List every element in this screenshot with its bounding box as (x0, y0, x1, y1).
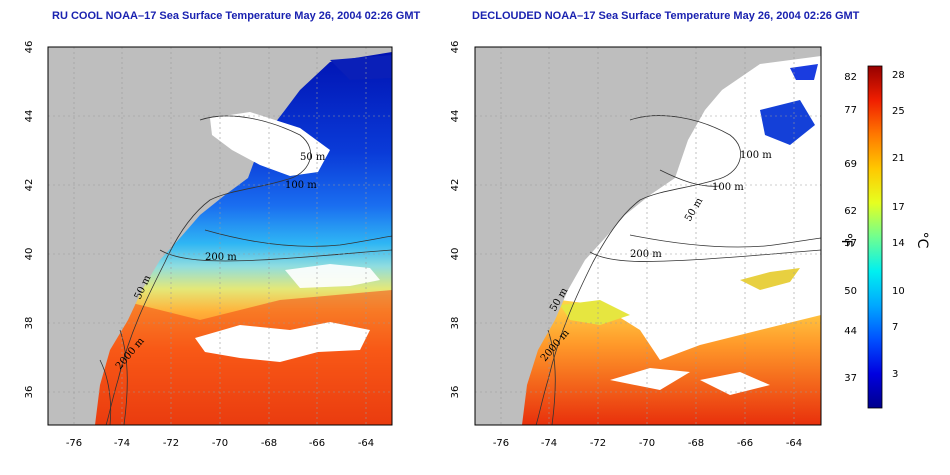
left-cloud (195, 322, 370, 362)
right-shelf-water (560, 300, 630, 325)
lon-tick: -66 (737, 438, 753, 449)
right-map-frame (474, 46, 822, 426)
lon-tick: -76 (66, 438, 82, 449)
right-map-title: DECLOUDED NOAA–17 Sea Surface Temperatur… (472, 10, 860, 22)
right-cold-water (760, 100, 815, 145)
lon-tick: -74 (541, 438, 557, 449)
lat-tick: 38 (24, 317, 35, 330)
contour-label: 200 m (205, 252, 237, 263)
celsius-unit-label: °C (914, 232, 930, 249)
lon-tick: -68 (688, 438, 704, 449)
left-cloud (285, 264, 380, 288)
right-lon-axis: -76 -74 -72 -70 -68 -66 -64 (493, 438, 802, 449)
right-warm-water (510, 300, 821, 425)
lat-tick: 46 (24, 41, 35, 54)
fahrenheit-tick: 77 (844, 105, 857, 116)
lat-tick: 42 (450, 179, 461, 192)
lat-tick: 46 (450, 41, 461, 54)
celsius-tick: 17 (892, 202, 905, 213)
contour-label: 100 m (740, 150, 772, 161)
right-map-panel (475, 47, 821, 425)
lon-tick: -64 (358, 438, 374, 449)
lon-tick: -74 (114, 438, 130, 449)
lat-tick: 40 (24, 248, 35, 261)
fahrenheit-tick: 82 (844, 72, 857, 83)
lat-tick: 44 (24, 110, 35, 123)
fahrenheit-tick: 37 (844, 373, 857, 384)
fahrenheit-unit-label: °F (838, 232, 854, 247)
lat-tick: 40 (450, 248, 461, 261)
right-grid (475, 47, 821, 425)
right-patch (740, 268, 800, 290)
lon-tick: -64 (786, 438, 802, 449)
left-cloud (210, 112, 330, 176)
celsius-tick: 14 (892, 238, 905, 249)
right-bathymetry (535, 115, 821, 425)
color-bar: 82 77 69 62 57 50 44 37 28 25 21 17 14 1… (838, 65, 930, 409)
fahrenheit-scale: 82 77 69 62 57 50 44 37 (844, 72, 857, 384)
lat-tick: 36 (24, 386, 35, 399)
celsius-tick: 10 (892, 286, 905, 297)
lon-tick: -70 (639, 438, 655, 449)
contour-label: 200 m (630, 249, 662, 260)
color-bar-gradient (867, 65, 883, 409)
left-bathymetry (99, 115, 392, 425)
fahrenheit-tick: 57 (844, 238, 857, 249)
right-land (475, 47, 821, 425)
left-cold-water (330, 55, 392, 80)
celsius-tick: 21 (892, 153, 905, 164)
right-cloud (610, 368, 690, 390)
lon-tick: -72 (590, 438, 606, 449)
contour-label: 100 m (712, 182, 744, 193)
celsius-tick: 25 (892, 106, 905, 117)
celsius-scale: 28 25 21 17 14 10 7 3 (892, 70, 905, 380)
right-lat-axis: 46 44 42 40 38 36 (450, 41, 461, 399)
fahrenheit-tick: 69 (844, 159, 857, 170)
fahrenheit-tick: 44 (844, 326, 857, 337)
lat-tick: 36 (450, 386, 461, 399)
celsius-tick: 28 (892, 70, 905, 81)
lon-tick: -68 (261, 438, 277, 449)
lat-tick: 42 (24, 179, 35, 192)
fahrenheit-tick: 62 (844, 206, 857, 217)
left-grid (48, 47, 392, 425)
celsius-tick: 7 (892, 322, 898, 333)
lon-tick: -76 (493, 438, 509, 449)
left-lat-axis: 46 44 42 40 38 36 (24, 41, 35, 399)
right-cold-water (790, 64, 818, 80)
celsius-tick: 3 (892, 369, 898, 380)
left-map-title: RU COOL NOAA–17 Sea Surface Temperature … (52, 10, 421, 22)
lat-tick: 44 (450, 110, 461, 123)
left-map-frame (47, 46, 393, 426)
contour-label: 100 m (285, 180, 317, 191)
right-cloud (700, 372, 770, 395)
lon-tick: -70 (212, 438, 228, 449)
left-land (48, 47, 392, 425)
fahrenheit-tick: 50 (844, 286, 857, 297)
lon-tick: -66 (309, 438, 325, 449)
left-lon-axis: -76 -74 -72 -70 -68 -66 -64 (66, 438, 374, 449)
lat-tick: 38 (450, 317, 461, 330)
contour-label: 50 m (300, 152, 326, 163)
lon-tick: -72 (163, 438, 179, 449)
